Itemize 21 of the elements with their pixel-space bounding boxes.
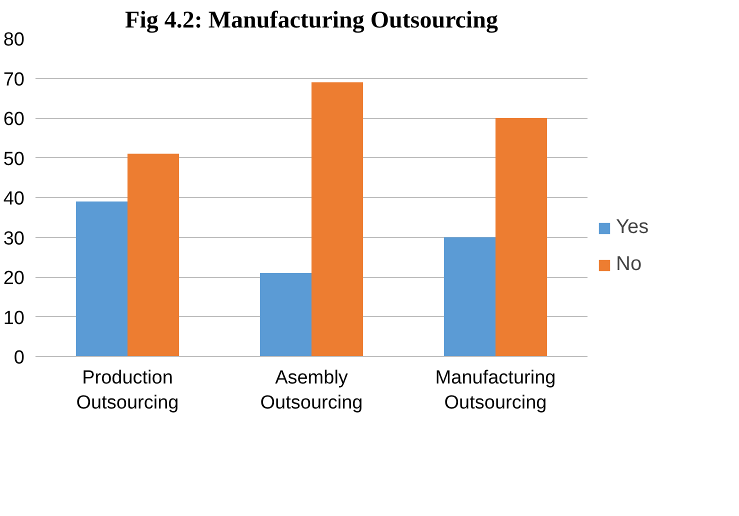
- y-tick-label: 40: [3, 188, 25, 210]
- bar: [496, 118, 548, 356]
- y-tick-label: 10: [3, 308, 25, 329]
- y-tick-label: 80: [3, 30, 25, 50]
- y-tick-label: 30: [3, 228, 25, 250]
- bar: [128, 154, 180, 356]
- y-tick-label: 70: [3, 69, 25, 90]
- x-tick-label: Manufacturing Outsourcing: [435, 368, 556, 414]
- x-tick-label: Production Outsourcing: [76, 368, 179, 414]
- chart-title: Fig 4.2: Manufacturing Outsourcing: [125, 8, 498, 34]
- x-tick-label: Asembly Outsourcing: [260, 368, 363, 414]
- bar: [76, 201, 128, 356]
- y-tick-label: 50: [3, 148, 25, 170]
- legend-label: Yes: [616, 216, 649, 239]
- y-tick-label: 0: [14, 348, 25, 368]
- bar: [444, 237, 496, 356]
- bar: [260, 273, 312, 356]
- bar: [312, 82, 364, 356]
- y-tick-label: 20: [3, 268, 25, 289]
- y-tick-label: 60: [3, 109, 25, 130]
- legend-label: No: [616, 253, 642, 276]
